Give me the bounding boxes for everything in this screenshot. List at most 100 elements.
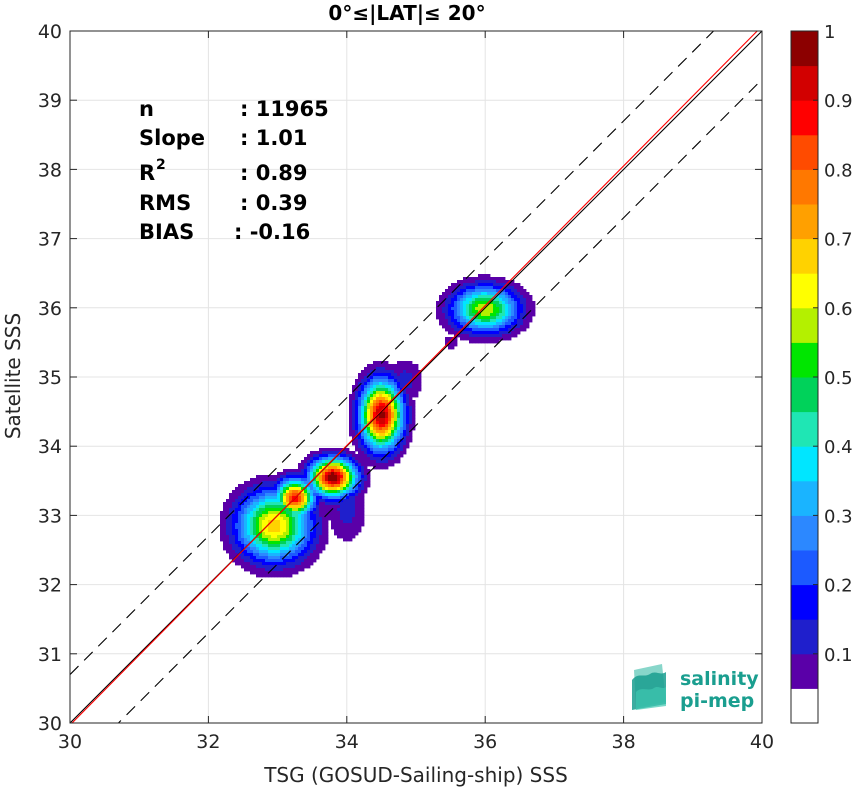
density-cell: [394, 430, 398, 434]
density-cell: [508, 289, 512, 293]
density-cell: [388, 445, 392, 449]
density-cell: [352, 385, 356, 389]
density-cell: [310, 556, 314, 560]
density-cell: [253, 502, 257, 506]
density-cell: [361, 376, 365, 380]
density-cell: [316, 460, 320, 464]
density-cell: [310, 502, 314, 506]
density-cell: [313, 469, 317, 473]
density-cell: [253, 538, 257, 542]
density-cell: [226, 535, 230, 539]
density-cell: [493, 304, 497, 308]
density-cell: [367, 427, 371, 431]
density-cell: [490, 328, 494, 332]
density-cell: [262, 535, 266, 539]
density-cell: [460, 295, 464, 299]
density-cell: [484, 319, 488, 323]
density-cell: [361, 418, 365, 422]
density-cell: [229, 511, 233, 515]
density-cell: [439, 295, 443, 299]
density-cell: [457, 304, 461, 308]
density-cell: [460, 337, 464, 341]
density-cell: [349, 421, 353, 425]
density-cell: [511, 319, 515, 323]
density-cell: [313, 532, 317, 536]
density-cell: [478, 328, 482, 332]
density-cell: [289, 562, 293, 566]
density-cell: [346, 511, 350, 515]
density-cell: [508, 310, 512, 314]
density-cell: [340, 466, 344, 470]
density-cell: [484, 307, 488, 311]
density-cell: [304, 460, 308, 464]
density-cell: [340, 520, 344, 524]
density-cell: [286, 481, 290, 485]
density-cell: [412, 370, 416, 374]
density-cell: [325, 523, 329, 527]
density-cell: [283, 517, 287, 521]
density-cell: [373, 430, 377, 434]
density-cell: [241, 517, 245, 521]
density-cell: [472, 286, 476, 290]
density-cell: [385, 448, 389, 452]
colorbar-tick-label: 1: [824, 22, 835, 43]
density-cell: [526, 304, 530, 308]
density-cell: [253, 532, 257, 536]
density-cell: [448, 319, 452, 323]
density-cell: [475, 319, 479, 323]
density-cell: [250, 550, 254, 554]
density-cell: [394, 424, 398, 428]
density-cell: [355, 382, 359, 386]
density-cell: [283, 502, 287, 506]
density-cell: [325, 466, 329, 470]
density-cell: [403, 379, 407, 383]
density-cell: [340, 478, 344, 482]
density-cell: [292, 544, 296, 548]
density-cell: [349, 418, 353, 422]
density-cell: [289, 529, 293, 533]
density-cell: [388, 436, 392, 440]
density-cell: [511, 313, 515, 317]
density-cell: [337, 463, 341, 467]
density-cell: [496, 295, 500, 299]
density-cell: [277, 526, 281, 530]
density-cell: [313, 457, 317, 461]
density-cell: [493, 328, 497, 332]
density-cell: [382, 364, 386, 368]
density-cell: [373, 445, 377, 449]
density-cell: [370, 382, 374, 386]
density-cell: [226, 544, 230, 548]
density-cell: [244, 550, 248, 554]
density-cell: [271, 571, 275, 575]
density-cell: [298, 517, 302, 521]
density-cell: [370, 433, 374, 437]
density-cell: [370, 373, 374, 377]
density-cell: [403, 397, 407, 401]
density-cell: [385, 376, 389, 380]
density-cell: [481, 298, 485, 302]
density-cell: [301, 475, 305, 479]
density-cell: [256, 562, 260, 566]
density-cell: [235, 502, 239, 506]
density-cell: [481, 310, 485, 314]
density-cell: [496, 298, 500, 302]
density-cell: [283, 484, 287, 488]
density-cell: [256, 556, 260, 560]
density-cell: [325, 538, 329, 542]
density-cell: [526, 319, 530, 323]
density-cell: [415, 388, 419, 392]
density-cell: [271, 496, 275, 500]
density-cell: [496, 313, 500, 317]
density-cell: [352, 532, 356, 536]
density-cell: [262, 520, 266, 524]
density-cell: [250, 541, 254, 545]
density-cell: [385, 466, 389, 470]
density-cell: [313, 538, 317, 542]
density-cell: [412, 394, 416, 398]
density-cell: [274, 475, 278, 479]
density-cell: [367, 478, 371, 482]
density-cell: [343, 496, 347, 500]
density-cell: [337, 520, 341, 524]
density-cell: [403, 421, 407, 425]
density-cell: [322, 499, 326, 503]
